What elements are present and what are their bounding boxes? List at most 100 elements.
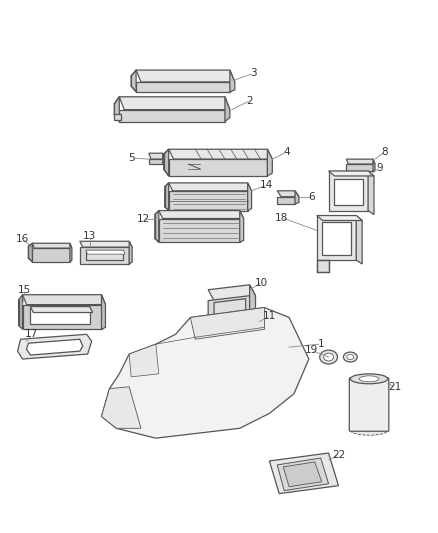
Polygon shape (30, 306, 92, 312)
Polygon shape (328, 171, 374, 176)
Polygon shape (159, 219, 240, 243)
Polygon shape (163, 153, 165, 164)
Polygon shape (346, 164, 373, 171)
Polygon shape (136, 70, 235, 82)
Polygon shape (164, 149, 169, 176)
Text: 6: 6 (308, 192, 314, 201)
Text: 4: 4 (283, 147, 290, 157)
Polygon shape (208, 285, 255, 301)
Polygon shape (30, 306, 90, 325)
Polygon shape (159, 211, 244, 219)
Polygon shape (267, 149, 272, 176)
Text: 8: 8 (381, 147, 388, 157)
Polygon shape (22, 304, 102, 329)
Polygon shape (230, 70, 235, 92)
Polygon shape (317, 260, 328, 272)
Polygon shape (214, 298, 246, 317)
Polygon shape (26, 339, 83, 355)
Polygon shape (368, 171, 374, 215)
Polygon shape (277, 458, 328, 491)
Text: 5: 5 (128, 153, 135, 163)
Polygon shape (277, 197, 295, 204)
Polygon shape (250, 285, 255, 314)
Polygon shape (202, 332, 218, 343)
Polygon shape (356, 215, 362, 264)
Polygon shape (317, 215, 362, 221)
Polygon shape (114, 114, 121, 119)
Text: 15: 15 (18, 285, 32, 295)
Polygon shape (119, 97, 230, 110)
Text: 3: 3 (251, 68, 257, 78)
Polygon shape (131, 70, 136, 92)
Polygon shape (247, 183, 251, 211)
Text: 19: 19 (305, 345, 318, 355)
Text: 12: 12 (137, 214, 150, 223)
Polygon shape (254, 312, 259, 334)
Polygon shape (102, 295, 106, 329)
Text: 2: 2 (247, 95, 253, 106)
Polygon shape (129, 344, 159, 377)
Ellipse shape (350, 374, 388, 384)
Polygon shape (136, 82, 230, 92)
Ellipse shape (343, 352, 357, 362)
Polygon shape (102, 387, 141, 429)
Polygon shape (191, 308, 265, 339)
Polygon shape (80, 241, 132, 247)
Polygon shape (18, 334, 92, 359)
Polygon shape (295, 191, 299, 204)
Ellipse shape (320, 350, 337, 364)
Polygon shape (80, 247, 129, 264)
Text: 22: 22 (332, 450, 345, 460)
Text: 21: 21 (389, 382, 402, 392)
Ellipse shape (350, 425, 388, 435)
Polygon shape (317, 215, 356, 260)
Polygon shape (22, 295, 106, 304)
Text: 9: 9 (377, 163, 383, 173)
Text: 17: 17 (25, 329, 39, 340)
Text: 10: 10 (255, 278, 268, 288)
Polygon shape (196, 321, 254, 339)
Polygon shape (196, 312, 259, 326)
Polygon shape (328, 171, 368, 211)
Polygon shape (28, 243, 32, 262)
Polygon shape (129, 241, 132, 264)
Polygon shape (240, 211, 244, 243)
Polygon shape (169, 149, 272, 159)
Polygon shape (149, 153, 165, 159)
Ellipse shape (359, 376, 379, 382)
Text: 18: 18 (276, 213, 289, 223)
Polygon shape (18, 295, 22, 329)
Ellipse shape (324, 353, 333, 361)
Text: 16: 16 (16, 233, 29, 244)
Polygon shape (32, 248, 70, 262)
Text: 11: 11 (263, 311, 276, 321)
Polygon shape (269, 453, 339, 494)
Polygon shape (114, 97, 119, 122)
Polygon shape (169, 159, 267, 176)
Text: 14: 14 (260, 180, 273, 190)
FancyBboxPatch shape (350, 378, 389, 431)
Ellipse shape (347, 354, 354, 360)
Polygon shape (119, 110, 225, 122)
Polygon shape (208, 296, 250, 319)
Polygon shape (169, 183, 251, 191)
Polygon shape (277, 191, 299, 197)
Polygon shape (32, 243, 72, 248)
Polygon shape (346, 159, 375, 164)
Text: 13: 13 (83, 231, 96, 241)
Polygon shape (149, 159, 163, 164)
Polygon shape (155, 211, 159, 243)
Polygon shape (283, 462, 321, 487)
Polygon shape (70, 243, 72, 262)
Polygon shape (86, 250, 123, 260)
Polygon shape (102, 308, 309, 438)
Polygon shape (373, 159, 375, 171)
Polygon shape (240, 329, 251, 338)
Polygon shape (333, 179, 363, 205)
Polygon shape (321, 222, 351, 255)
Polygon shape (86, 250, 125, 254)
Polygon shape (225, 97, 230, 122)
Polygon shape (165, 183, 169, 211)
Polygon shape (169, 191, 247, 211)
Text: 1: 1 (318, 339, 325, 349)
